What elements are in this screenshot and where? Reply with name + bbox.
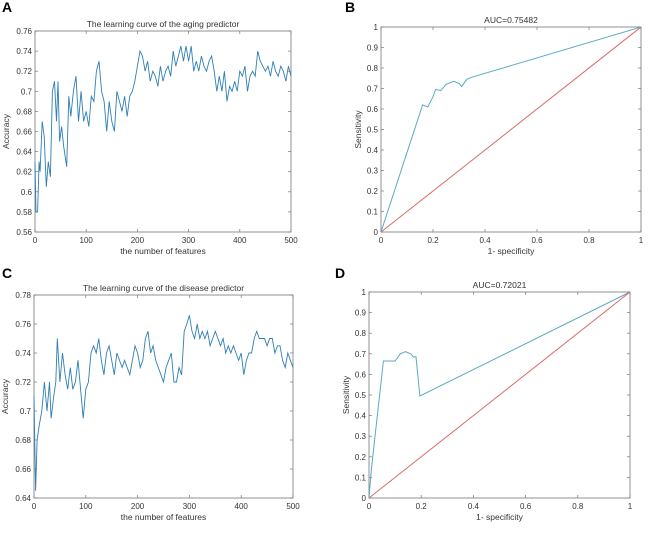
- y-tick-label: 0.8: [355, 329, 367, 338]
- diagonal-reference-line: [380, 26, 642, 233]
- x-tick-label: 0.8: [572, 502, 584, 511]
- x-tick-label: 400: [235, 502, 249, 511]
- y-tick-label: 0.66: [16, 128, 32, 137]
- chart-title: AUC=0.72021: [473, 280, 527, 290]
- y-tick-label: 0: [362, 494, 367, 503]
- y-tick-label: 0.64: [15, 494, 31, 503]
- diagonal-reference-line: [368, 291, 631, 499]
- plot-area: [33, 294, 294, 499]
- x-tick-label: 500: [284, 236, 298, 245]
- roc-curve: [368, 291, 631, 499]
- y-tick-label: 0: [374, 228, 379, 237]
- x-tick-label: 300: [183, 502, 197, 511]
- x-tick-label: 1: [628, 502, 633, 511]
- learning-curve-line: [33, 315, 294, 491]
- plot-area: [34, 30, 292, 233]
- x-tick-label: 1: [639, 236, 644, 245]
- y-tick-label: 0.9: [367, 44, 379, 53]
- x-tick-label: 200: [131, 502, 145, 511]
- x-tick-label: 0: [379, 236, 384, 245]
- x-axis-label: the number of features: [121, 512, 207, 522]
- learning-curve-line: [34, 45, 292, 213]
- y-tick-label: 0.7: [355, 350, 367, 359]
- y-tick-label: 0.78: [15, 291, 31, 300]
- y-tick-label: 0.3: [355, 432, 367, 441]
- y-axis-label: Accuracy: [0, 378, 10, 414]
- y-axis-label: Sensitivity: [341, 375, 351, 414]
- panel-label-a: A: [2, 0, 13, 15]
- y-tick-label: 0.1: [367, 208, 379, 217]
- x-tick-label: 0.4: [468, 502, 480, 511]
- x-tick-label: 300: [182, 236, 196, 245]
- x-tick-label: 100: [80, 236, 94, 245]
- y-tick-label: 0.5: [367, 126, 379, 135]
- panel-label-b: B: [345, 0, 356, 15]
- y-tick-label: 0.76: [16, 27, 32, 36]
- x-tick-label: 0: [32, 502, 37, 511]
- y-tick-label: 0.7: [20, 407, 32, 416]
- y-tick-label: 0.66: [15, 465, 31, 474]
- chart-title: The learning curve of the aging predicto…: [87, 19, 240, 29]
- y-tick-label: 0.1: [355, 473, 367, 482]
- y-tick-label: 0.72: [15, 378, 31, 387]
- y-tick-label: 0.56: [16, 228, 32, 237]
- y-tick-label: 0.74: [16, 47, 32, 56]
- panel-label-c: C: [2, 265, 13, 281]
- y-tick-label: 0.3: [367, 167, 379, 176]
- roc-curve: [380, 26, 642, 233]
- x-tick-label: 0.6: [531, 236, 543, 245]
- y-tick-label: 0.76: [15, 320, 31, 329]
- x-tick-label: 200: [131, 236, 145, 245]
- y-tick-label: 0.7: [367, 85, 379, 94]
- y-tick-label: 0.68: [15, 436, 31, 445]
- chart-title: The learning curve of the disease predic…: [83, 283, 244, 293]
- y-tick-label: 0.7: [21, 87, 33, 96]
- y-tick-label: 0.4: [367, 146, 379, 155]
- y-axis-label: Sensitivity: [353, 110, 363, 149]
- y-tick-label: 0.64: [16, 148, 32, 157]
- x-axis-label: the number of features: [120, 246, 206, 256]
- x-tick-label: 0.2: [427, 236, 439, 245]
- x-tick-label: 0.8: [583, 236, 595, 245]
- x-axis-label: 1- specificity: [476, 512, 524, 522]
- y-tick-label: 0.4: [355, 412, 367, 421]
- y-tick-label: 0.62: [16, 168, 32, 177]
- y-tick-label: 0.2: [355, 453, 367, 462]
- y-tick-label: 0.9: [355, 309, 367, 318]
- y-tick-label: 0.58: [16, 208, 32, 217]
- y-tick-label: 1: [362, 288, 367, 297]
- y-tick-label: 0.6: [21, 188, 33, 197]
- y-tick-label: 0.74: [15, 349, 31, 358]
- x-tick-label: 500: [286, 502, 300, 511]
- y-axis-label: Accuracy: [1, 113, 11, 149]
- x-axis-label: 1- specificity: [488, 246, 536, 256]
- x-tick-label: 0: [367, 502, 372, 511]
- y-tick-label: 0.2: [367, 187, 379, 196]
- x-tick-label: 100: [79, 502, 93, 511]
- y-tick-label: 0.6: [367, 105, 379, 114]
- y-tick-label: 0.68: [16, 107, 32, 116]
- y-tick-label: 0.6: [355, 370, 367, 379]
- x-tick-label: 0.2: [416, 502, 428, 511]
- x-tick-label: 0.4: [479, 236, 491, 245]
- x-tick-label: 400: [233, 236, 247, 245]
- x-tick-label: 0: [33, 236, 38, 245]
- y-tick-label: 1: [374, 23, 379, 32]
- y-tick-label: 0.72: [16, 67, 32, 76]
- y-tick-label: 0.5: [355, 391, 367, 400]
- panel-label-d: D: [335, 265, 346, 281]
- x-tick-label: 0.6: [520, 502, 532, 511]
- chart-title: AUC=0.75482: [484, 15, 538, 25]
- y-tick-label: 0.8: [367, 64, 379, 73]
